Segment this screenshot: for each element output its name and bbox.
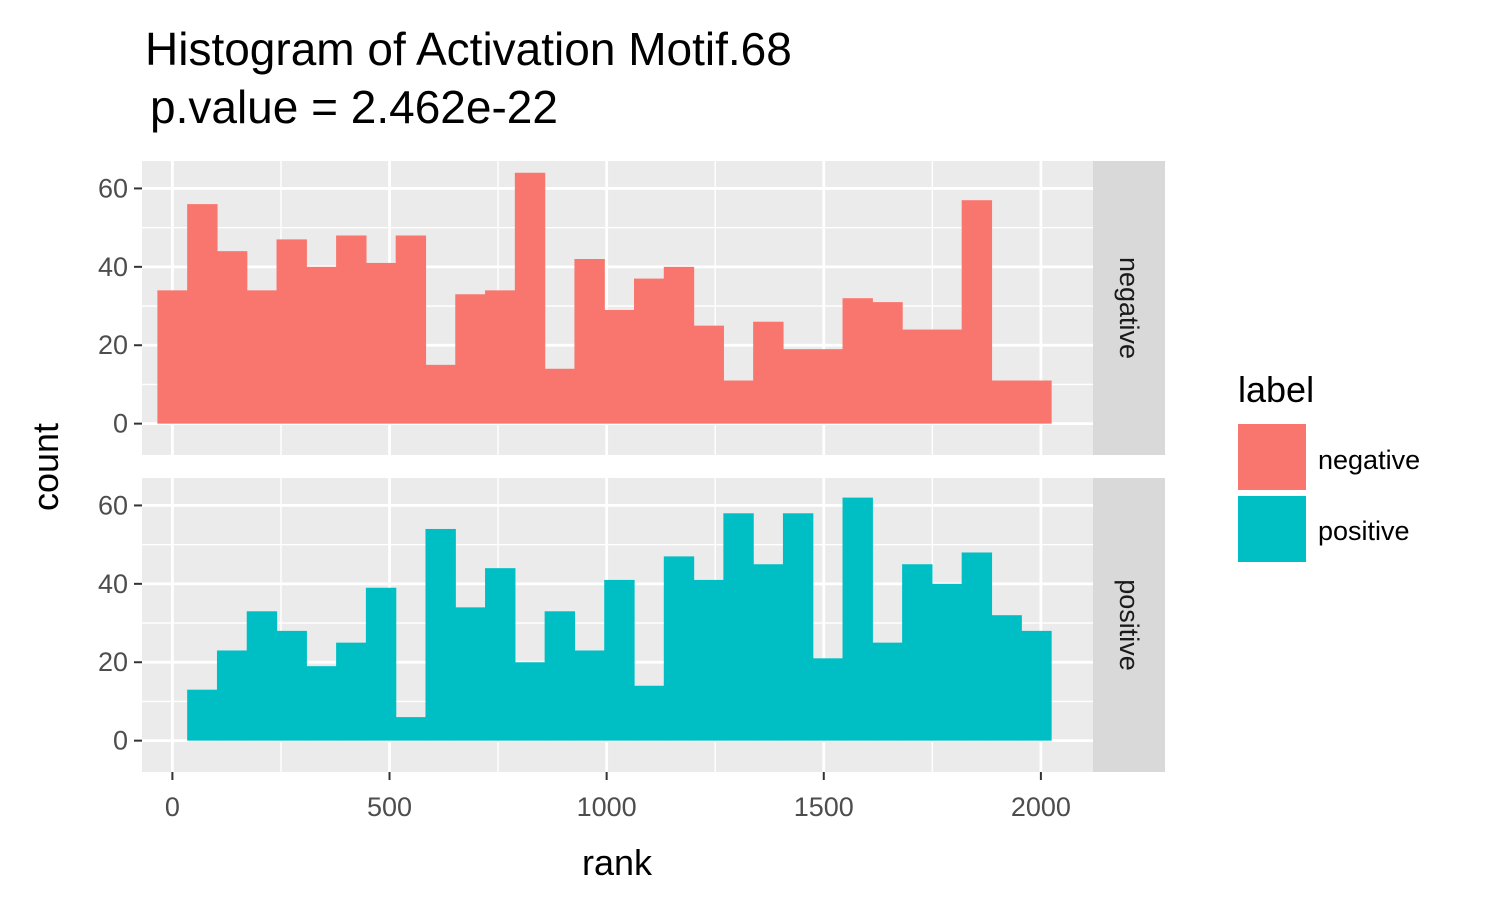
y-axis-title: count	[25, 423, 66, 511]
histogram-bar	[812, 658, 844, 741]
histogram-bar	[1021, 380, 1052, 424]
legend-key-positive	[1238, 496, 1306, 562]
histogram-bar	[336, 235, 367, 424]
histogram-bar	[514, 172, 546, 424]
histogram-bar	[157, 290, 188, 424]
x-tick-label: 500	[367, 792, 412, 822]
histogram-bar	[931, 329, 963, 424]
histogram-bar	[187, 689, 218, 741]
histogram-bar	[187, 204, 218, 424]
histogram-bar	[723, 380, 754, 424]
facet-strip	[1093, 478, 1165, 772]
histogram-bar	[365, 262, 397, 424]
chart-title: Histogram of Activation Motif.68	[145, 23, 792, 75]
histogram-bar	[634, 685, 665, 741]
histogram-bar	[246, 290, 278, 424]
histogram-bar	[604, 309, 635, 424]
histogram-bar	[425, 364, 456, 424]
legend-title: label	[1238, 369, 1314, 410]
histogram-bar	[931, 583, 963, 741]
legend-label-negative: negative	[1318, 445, 1420, 475]
histogram-bar	[485, 290, 516, 424]
histogram-bar	[604, 579, 635, 741]
histogram-bar	[306, 666, 337, 741]
histogram-bar	[842, 298, 873, 424]
y-tick-label: 40	[98, 569, 128, 599]
histogram-bar	[693, 579, 724, 741]
histogram-bar	[782, 349, 814, 424]
histogram-bar	[723, 513, 754, 741]
histogram-bar	[842, 497, 873, 741]
facet-strip-label: negative	[1114, 257, 1144, 359]
histogram-bar	[514, 662, 546, 741]
histogram-bar	[634, 278, 665, 424]
histogram-bar	[961, 200, 993, 424]
histogram-bar	[872, 642, 903, 741]
histogram-bar	[216, 650, 248, 741]
y-tick-label: 20	[98, 330, 128, 360]
histogram-bar	[425, 528, 456, 741]
x-tick-label: 1000	[577, 792, 637, 822]
histogram-bar	[455, 607, 486, 741]
histogram-bar	[663, 266, 695, 424]
facet-panel-negative: 0 20 40 60 negative	[98, 161, 1165, 455]
histogram-bar	[365, 587, 397, 741]
legend-key-negative	[1238, 424, 1306, 490]
histogram-bar	[753, 564, 784, 741]
histogram-bar	[782, 513, 814, 741]
histogram-bar	[485, 568, 516, 741]
histogram-bar	[574, 259, 605, 424]
histogram-bar	[961, 552, 993, 741]
histogram-bar	[902, 329, 933, 424]
y-tick-label: 60	[98, 490, 128, 520]
facet-panels: 0 20 40 60 negative 0 20 40 60 positive	[98, 161, 1165, 772]
y-tick-label: 0	[113, 726, 128, 756]
histogram-bar	[872, 302, 903, 424]
y-tick-label: 60	[98, 173, 128, 203]
x-tick-label: 1500	[794, 792, 854, 822]
histogram-bar	[574, 650, 605, 741]
histogram-bar	[693, 325, 724, 424]
histogram-bar	[753, 321, 784, 424]
facet-panel-positive: 0 20 40 60 positive	[98, 478, 1165, 772]
facet-strip	[1093, 161, 1165, 455]
histogram-bar	[991, 380, 1022, 424]
legend-label-positive: positive	[1318, 516, 1410, 546]
y-tick-label: 40	[98, 252, 128, 282]
histogram-bar	[1021, 630, 1052, 741]
histogram-bar	[812, 349, 844, 424]
histogram-bar	[544, 611, 576, 741]
x-axis: 0 500 1000 1500 2000	[165, 772, 1071, 822]
histogram-bar	[216, 251, 248, 424]
histogram-bar	[991, 615, 1022, 741]
y-tick-label: 20	[98, 647, 128, 677]
y-tick-label: 0	[113, 409, 128, 439]
histogram-bar	[544, 368, 576, 424]
x-tick-label: 2000	[1011, 792, 1071, 822]
histogram-bar	[276, 630, 307, 741]
histogram-bar	[663, 556, 695, 741]
histogram-bar	[276, 239, 307, 424]
x-tick-label: 0	[165, 792, 180, 822]
chart-subtitle: p.value = 2.462e-22	[150, 81, 558, 133]
x-axis-title: rank	[582, 842, 653, 883]
facet-strip-label: positive	[1114, 579, 1144, 671]
histogram-bar	[395, 235, 427, 424]
histogram-bar	[395, 717, 427, 741]
histogram-bar	[306, 266, 337, 424]
histogram-bar	[336, 642, 367, 741]
histogram-bar	[902, 564, 933, 741]
histogram-bar	[455, 294, 486, 424]
legend: label negative positive	[1238, 369, 1420, 562]
histogram-bar	[246, 611, 278, 741]
